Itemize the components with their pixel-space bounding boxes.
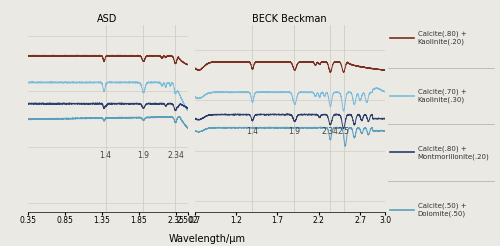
Text: Calcite(.80) +
Kaolinite(.20): Calcite(.80) + Kaolinite(.20) bbox=[418, 31, 467, 45]
Text: Calcite(.80) +
Montmorillonite(.20): Calcite(.80) + Montmorillonite(.20) bbox=[418, 145, 490, 160]
Text: Calcite(.50) +
Dolomite(.50): Calcite(.50) + Dolomite(.50) bbox=[418, 203, 466, 217]
Title: BECK Beckman: BECK Beckman bbox=[252, 14, 327, 24]
Text: 2.34: 2.34 bbox=[167, 151, 184, 160]
Text: Calcite(.70) +
Kaolinite(.30): Calcite(.70) + Kaolinite(.30) bbox=[418, 89, 467, 103]
Title: ASD: ASD bbox=[98, 14, 117, 24]
Text: 2.5: 2.5 bbox=[338, 127, 349, 136]
Text: 1.9: 1.9 bbox=[136, 151, 148, 160]
Text: 2.34: 2.34 bbox=[322, 127, 339, 136]
Text: 1.4: 1.4 bbox=[100, 151, 112, 160]
Text: 1.4: 1.4 bbox=[246, 127, 258, 136]
Text: Wavelength/μm: Wavelength/μm bbox=[169, 233, 246, 244]
Text: 1.9: 1.9 bbox=[288, 127, 300, 136]
